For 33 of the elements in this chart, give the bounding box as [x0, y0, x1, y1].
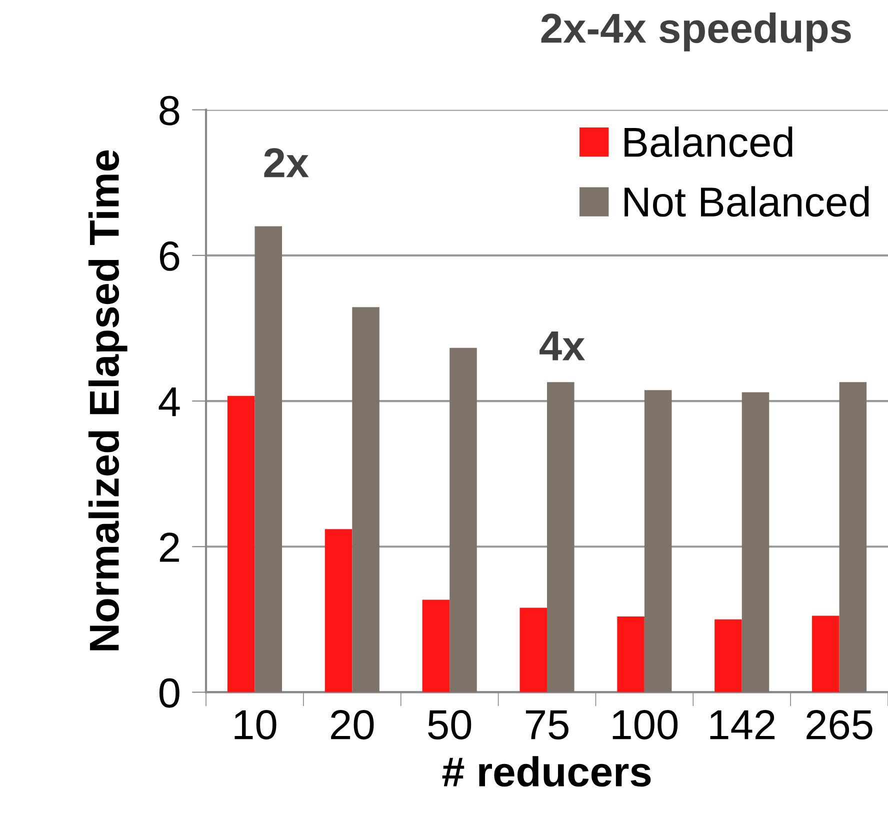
- chart-title: 2x-4x speedups: [541, 12, 851, 52]
- bar: [812, 616, 840, 692]
- x-tick-label: 265: [806, 710, 872, 740]
- bar: [714, 619, 742, 692]
- bar: [547, 382, 574, 692]
- y-tick-label: 6: [160, 241, 180, 271]
- legend-label: Not Balanced: [624, 186, 869, 217]
- bar: [617, 616, 644, 692]
- bar: [254, 226, 282, 692]
- bar: [227, 396, 255, 692]
- bar: [450, 348, 477, 692]
- x-tick-label: 50: [428, 710, 472, 740]
- x-tick-label: 20: [331, 710, 374, 740]
- annotation: 2x: [264, 148, 309, 178]
- y-tick-label: 4: [158, 387, 180, 416]
- x-tick-label: 142: [710, 710, 775, 740]
- bar: [324, 529, 352, 692]
- y-tick-label: 2: [160, 532, 179, 562]
- bar: [422, 600, 450, 692]
- x-tick-label: 10: [234, 710, 276, 740]
- bar: [644, 390, 672, 692]
- bar: [839, 382, 867, 692]
- bar: [742, 392, 770, 692]
- x-tick-label: 100: [612, 710, 678, 740]
- y-axis-title: Normalized Elapsed Time: [88, 150, 128, 650]
- bar: [520, 608, 548, 692]
- x-axis-title: # reducers: [442, 756, 651, 787]
- x-tick-label: 75: [526, 710, 568, 740]
- y-tick-label: 8: [160, 96, 180, 126]
- legend-label: Balanced: [624, 126, 792, 158]
- bar: [352, 307, 380, 692]
- y-tick-label: 0: [159, 678, 180, 708]
- annotation: 4x: [540, 332, 585, 360]
